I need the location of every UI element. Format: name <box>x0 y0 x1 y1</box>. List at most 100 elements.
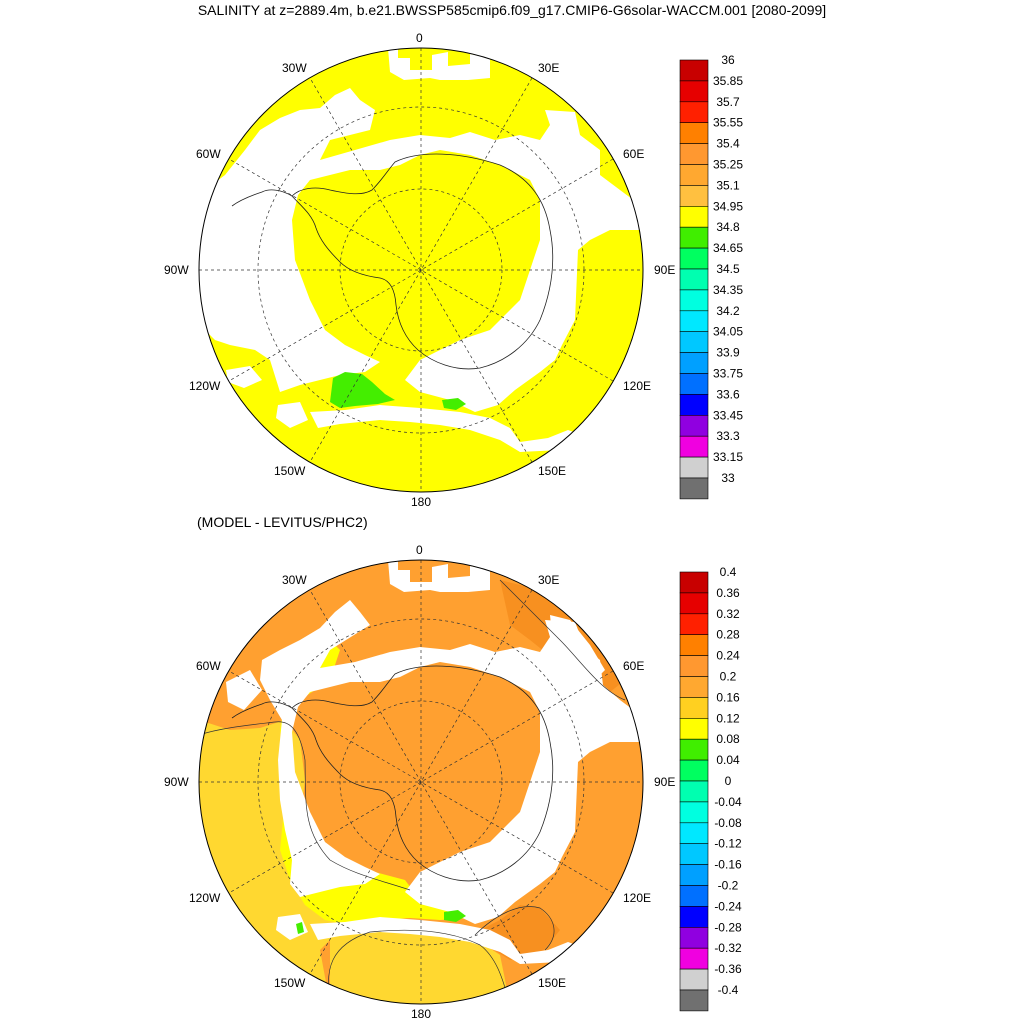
bottom-colorbar-swatch <box>679 634 709 656</box>
bottom-colorbar-tick-label: 0.24 <box>716 649 740 663</box>
bottom-lon-label-150e: 150E <box>538 976 567 990</box>
bottom-colorbar-tick-label: 0.2 <box>720 670 737 684</box>
bottom-colorbar-tick-label: -0.04 <box>714 795 742 809</box>
bottom-green-region <box>444 910 466 922</box>
top-colorbar-tick-label: 33.9 <box>716 346 740 360</box>
bottom-missing-area <box>226 670 262 710</box>
bottom-colorbar-swatch <box>679 989 709 1012</box>
top-colorbar-swatch <box>679 331 709 353</box>
top-colorbar-tick-label: 33.6 <box>716 387 740 401</box>
top-colorbar-swatch <box>679 122 709 144</box>
top-colorbar-swatch <box>679 185 709 207</box>
bottom-colorbar-swatch <box>679 717 709 740</box>
bottom-colorbar-tick-label: 0.32 <box>716 607 740 621</box>
bottom-contour-line <box>328 929 511 1004</box>
bottom-colorbar-swatch <box>679 885 709 907</box>
top-graticule <box>199 48 643 492</box>
top-colorbar-tick-label: 35.1 <box>716 178 740 192</box>
bottom-lon-label-120w: 120W <box>189 891 221 905</box>
top-lon-label-90w: 90W <box>164 263 189 277</box>
top-missing-area <box>388 48 490 80</box>
bottom-colorbar-tick-label: 0.16 <box>716 690 740 704</box>
top-colorbar-swatch <box>679 414 709 437</box>
top-colorbar-tick-label: 35.7 <box>716 95 740 109</box>
bottom-colorbar-swatch <box>679 906 709 928</box>
bottom-colorbar-tick-label: -0.12 <box>714 837 742 851</box>
bottom-colorbar-swatch <box>679 759 709 782</box>
top-colorbar-swatch <box>679 352 709 374</box>
top-colorbar-tick-label: 34.95 <box>713 199 743 213</box>
top-colorbar-swatch <box>679 206 709 228</box>
top-colorbar-swatch <box>679 101 709 124</box>
bottom-colorbar: 0.4 0.36 0.32 0.28 0.24 0.2 0.16 0.12 0.08 0.04 0 -… <box>679 565 742 1012</box>
bottom-green-region <box>296 922 304 934</box>
bottom-colorbar-swatch <box>679 926 709 949</box>
bottom-colorbar-swatch <box>679 843 709 865</box>
top-lon-label-90e: 90E <box>654 263 676 277</box>
top-antarctic-peninsula <box>231 189 293 207</box>
bottom-colorbar-swatch <box>679 947 709 970</box>
bottom-colorbar-tick-label: -0.28 <box>714 920 742 934</box>
top-antarctica-coast <box>291 153 554 370</box>
top-missing-area <box>310 405 590 452</box>
bottom-colorbar-tick-label: 0.04 <box>716 753 740 767</box>
bottom-lon-label-150w: 150W <box>274 976 306 990</box>
bottom-contour-line <box>199 721 411 891</box>
top-colorbar-tick-label: 34.65 <box>713 241 743 255</box>
top-colorbar-tick-label: 33.15 <box>713 450 743 464</box>
bottom-missing-area <box>276 914 308 940</box>
top-colorbar-tick-label: 34.2 <box>716 304 740 318</box>
bottom-colorbar-tick-label: -0.24 <box>714 899 742 913</box>
top-colorbar: 36 35.85 35.7 35.55 35.4 35.25 35.1 34.95 34.8 34… <box>679 53 743 500</box>
bottom-colorbar-tick-label: -0.2 <box>718 879 739 893</box>
top-missing-area <box>276 402 308 428</box>
bottom-colorbar-swatch <box>679 592 709 615</box>
bottom-contour-line <box>474 906 555 951</box>
top-colorbar-tick-label: 33 <box>721 471 735 485</box>
bottom-antarctica-coast <box>291 665 554 882</box>
top-colorbar-swatch <box>679 456 709 479</box>
bottom-gold-region <box>330 928 510 1004</box>
bottom-lon-label-90w: 90W <box>164 775 189 789</box>
bottom-colorbar-tick-label: -0.36 <box>714 962 742 976</box>
top-colorbar-tick-label: 35.55 <box>713 116 743 130</box>
top-colorbar-swatch <box>679 435 709 458</box>
bottom-colorbar-swatch <box>679 697 709 719</box>
bottom-colorbar-tick-label: 0.08 <box>716 732 740 746</box>
top-colorbar-swatch <box>679 59 709 82</box>
bottom-lon-label-0: 0 <box>416 543 423 557</box>
top-colorbar-swatch <box>679 394 709 416</box>
bottom-colorbar-swatch <box>679 801 709 824</box>
top-missing-area <box>266 118 306 156</box>
bottom-colorbar-tick-label: -0.08 <box>714 816 742 830</box>
top-lon-label-120e: 120E <box>623 379 652 393</box>
top-polar-map <box>198 47 644 493</box>
bottom-colorbar-tick-label: 0 <box>725 774 732 788</box>
bottom-missing-area <box>550 615 605 680</box>
top-colorbar-tick-label: 33.75 <box>713 367 743 381</box>
bottom-colorbar-tick-label: 0.36 <box>716 586 740 600</box>
bottom-antarctic-peninsula <box>231 701 293 719</box>
top-colorbar-swatch <box>679 373 709 395</box>
bottom-missing-area <box>310 917 590 964</box>
bottom-colorbar-tick-label: -0.4 <box>718 983 739 997</box>
top-colorbar-tick-label: 35.25 <box>713 158 743 172</box>
top-colorbar-swatch <box>679 268 709 291</box>
top-lon-label-120w: 120W <box>189 379 221 393</box>
top-lon-label-30e: 30E <box>538 61 560 75</box>
bottom-missing-area <box>260 600 643 924</box>
top-lon-label-150w: 150W <box>274 464 306 478</box>
top-colorbar-swatch <box>679 226 709 249</box>
top-lon-label-60e: 60E <box>623 147 645 161</box>
top-colorbar-swatch <box>679 143 709 165</box>
bottom-colorbar-tick-label: -0.32 <box>714 941 742 955</box>
bottom-colorbar-swatch <box>679 613 709 635</box>
top-colorbar-tick-label: 34.05 <box>713 325 743 339</box>
bottom-colorbar-swatch <box>679 571 709 594</box>
page-title: SALINITY at z=2889.4m, b.e21.BWSSP585cmi… <box>197 2 827 18</box>
top-colorbar-swatch <box>679 247 709 270</box>
bottom-colorbar-tick-label: 0.28 <box>716 628 740 642</box>
top-colorbar-swatch <box>679 477 709 500</box>
bottom-colorbar-swatch <box>679 968 709 991</box>
bottom-lon-label-60e: 60E <box>623 659 645 673</box>
